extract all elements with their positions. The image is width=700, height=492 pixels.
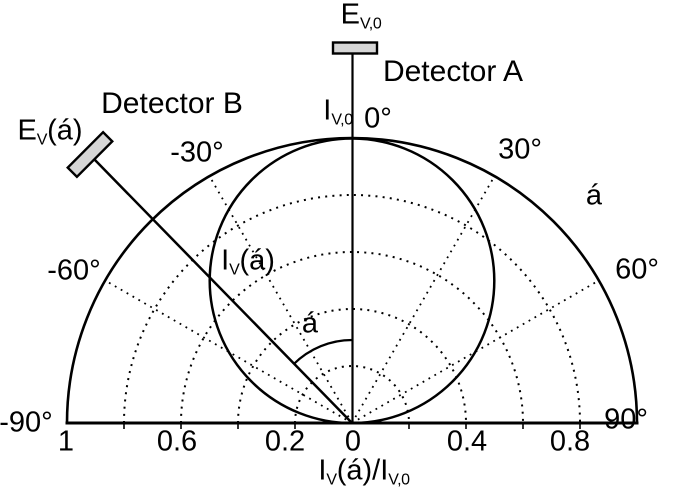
tick-label-0-4: 0.4 (446, 425, 488, 458)
detector-a-sensor (331, 41, 379, 55)
detector-b-label: Detector B (101, 87, 243, 120)
detector-b-ray (93, 158, 353, 424)
tick-label-1: 1 (57, 425, 75, 458)
angle-label-plus-90: 90° (604, 403, 648, 436)
intensity-i-alpha-label: IV(á) (221, 244, 275, 279)
intensity-i0-label: IV,0 (323, 94, 353, 129)
tick-label-0-8: 0.8 (549, 425, 591, 458)
axis-tick-marks (123, 424, 581, 429)
angle-label-minus-30: -30° (170, 136, 224, 169)
angle-label-minus-90: -90° (0, 406, 53, 439)
grid-ray-plus-30 (351, 175, 496, 424)
grid-arc-0-6 (180, 251, 524, 424)
angle-marker-arc (292, 338, 354, 366)
grid-arc-0-2 (294, 365, 410, 424)
illuminance-e0-label: EV,0 (340, 0, 382, 33)
radial-axis-title: IV(á)/IV,0 (318, 454, 410, 489)
angle-label-minus-60: -60° (47, 254, 101, 287)
detector-a-label: Detector A (382, 55, 524, 88)
tick-label-0-2: 0.2 (264, 425, 306, 458)
detector-b-sensor (66, 130, 114, 179)
alpha-angle-symbol: á (301, 307, 319, 340)
tick-label-0: 0 (344, 425, 362, 458)
tick-label-0-6: 0.6 (156, 425, 198, 458)
angle-label-plus-30: 30° (498, 133, 542, 166)
grid-arc-0-4 (237, 308, 467, 424)
grid-arc-0-8 (123, 194, 581, 424)
angle-label-plus-60: 60° (615, 253, 659, 286)
angle-label-0: 0° (364, 102, 392, 135)
alpha-axis-symbol: á (585, 179, 603, 212)
illuminance-e-alpha-label: EV(á) (17, 114, 83, 149)
